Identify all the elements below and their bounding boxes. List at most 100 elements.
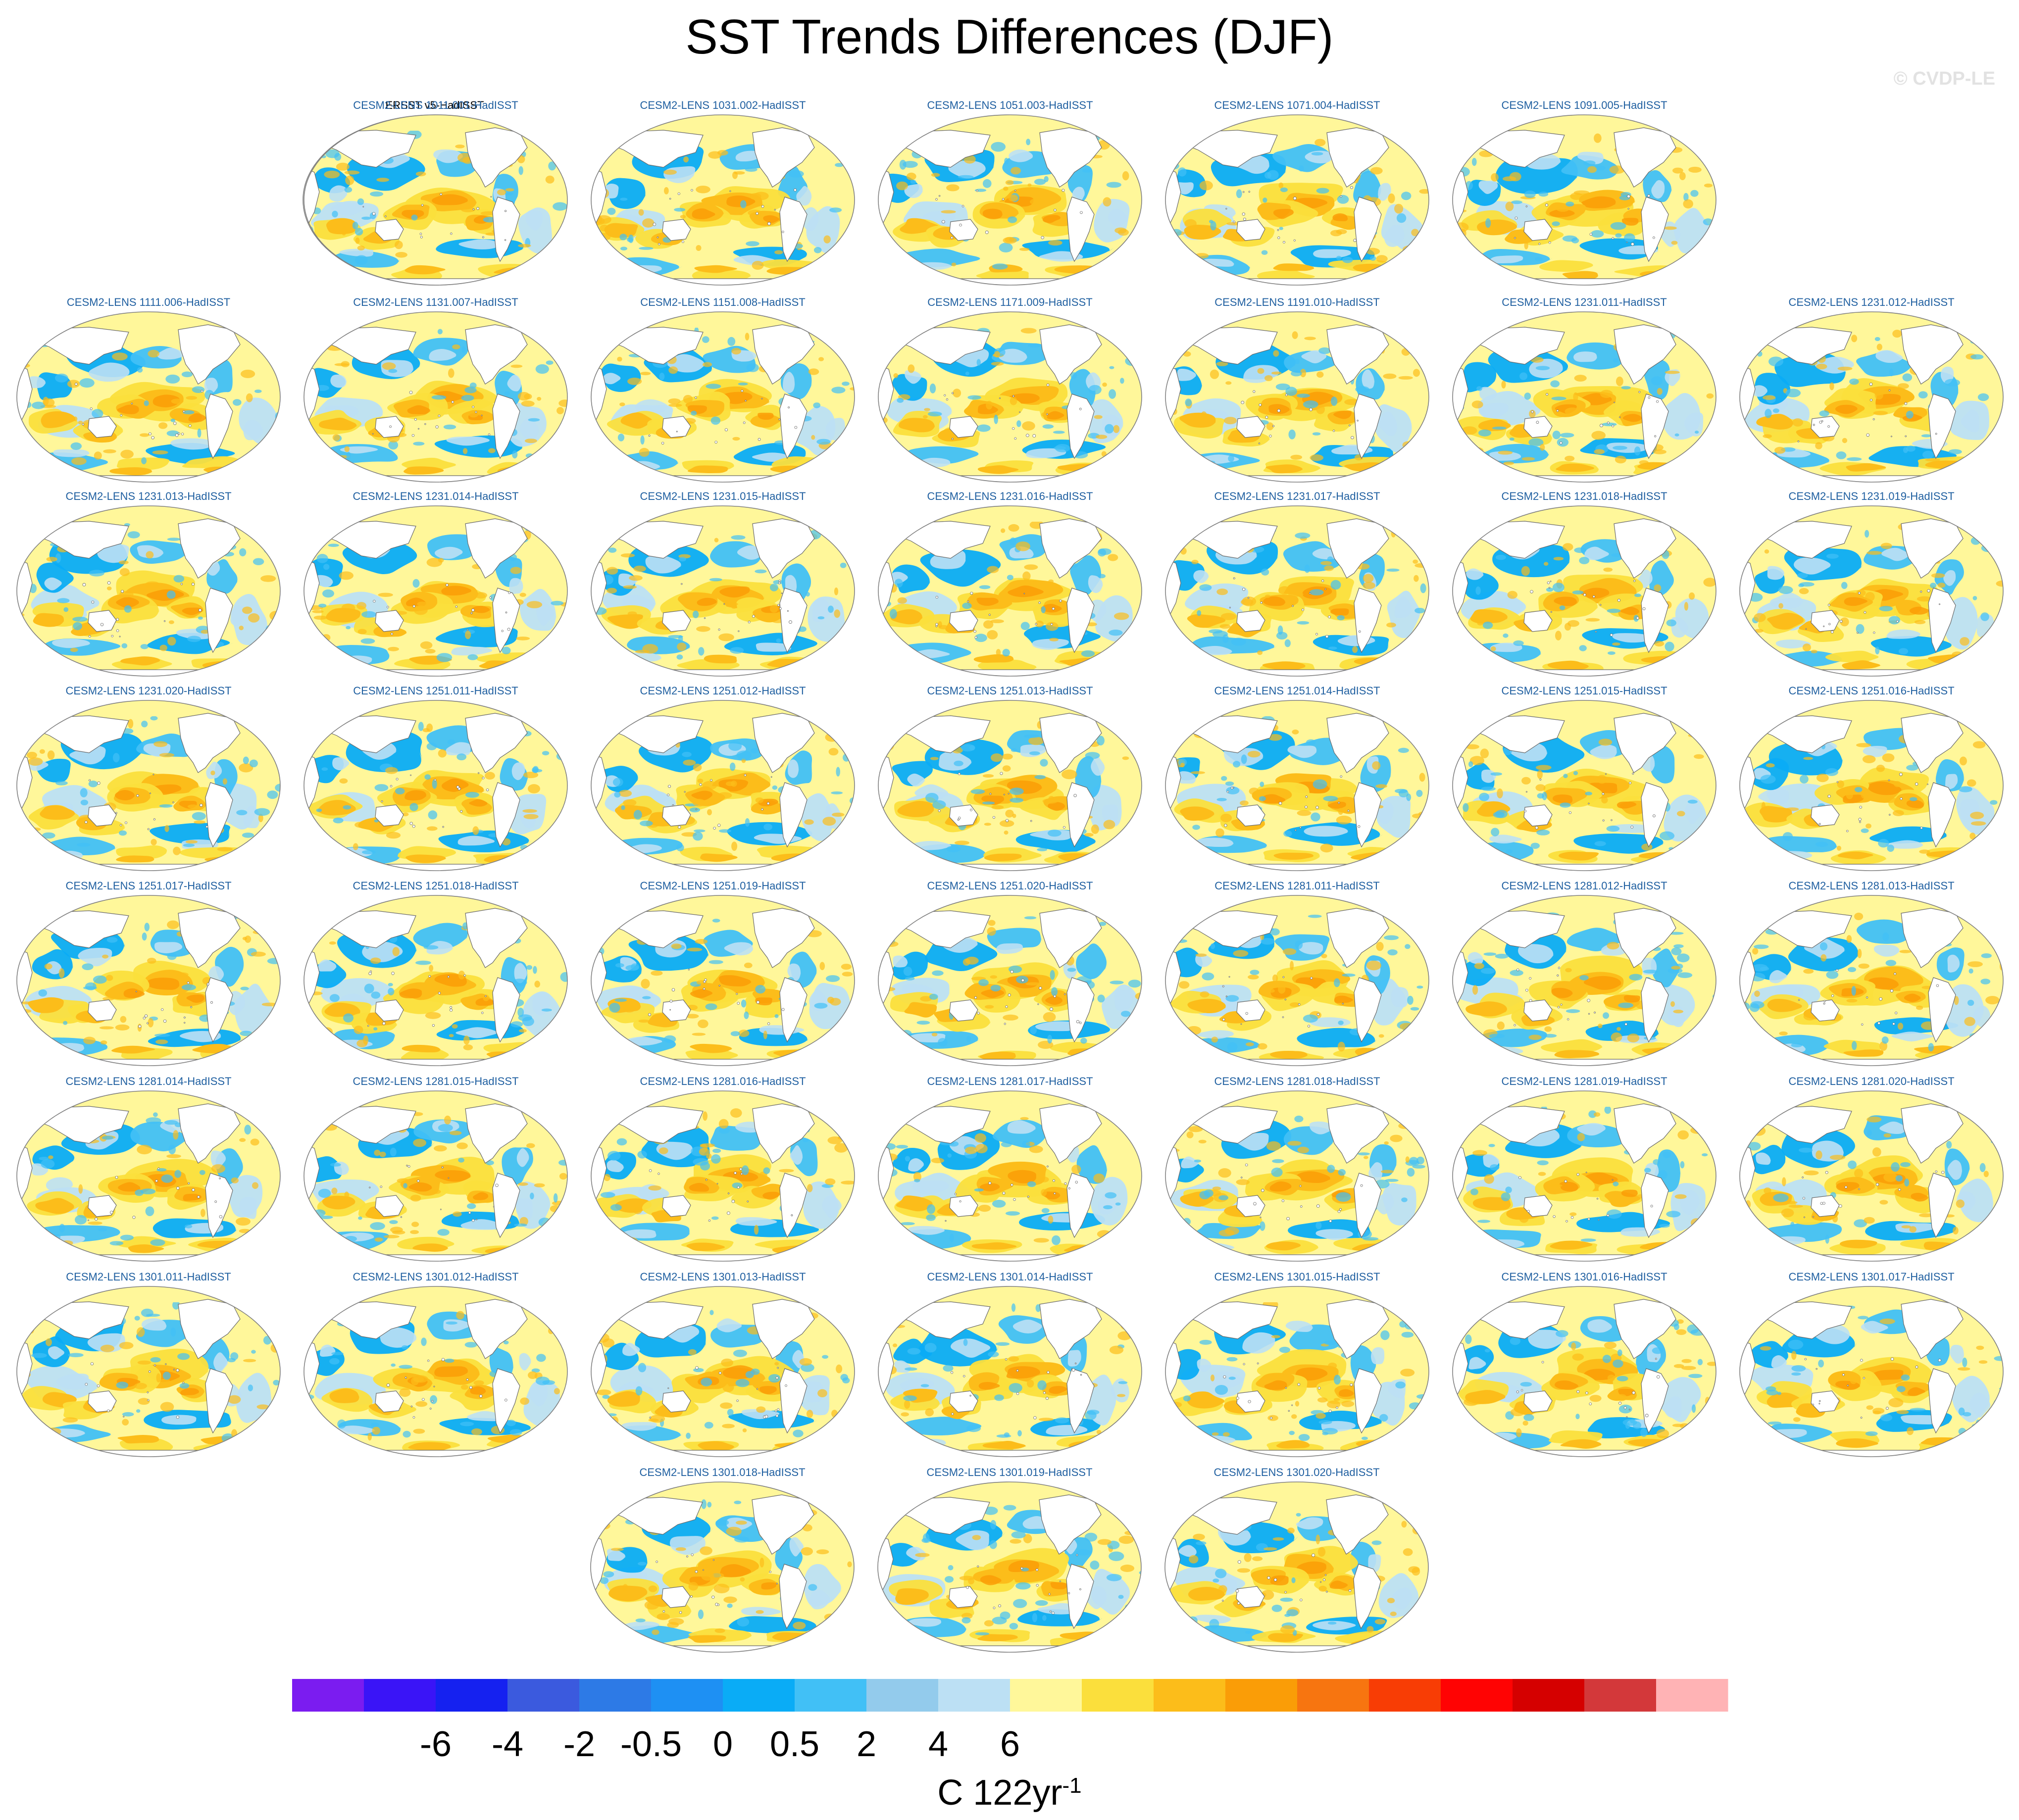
map-panel: CESM2-LENS 1231.017-HadISST — [1159, 490, 1436, 683]
map-panel: CESM2-LENS 1301.020-HadISST — [1158, 1466, 1435, 1659]
panel-label: CESM2-LENS 1281.015-HadISST — [353, 1075, 519, 1087]
panel-map — [1739, 1090, 2004, 1262]
panel-map — [591, 700, 855, 871]
panel-label: CESM2-LENS 1281.016-HadISST — [640, 1075, 806, 1087]
panel-label: CESM2-LENS 1251.019-HadISST — [640, 880, 806, 892]
panel-map — [1452, 1286, 1716, 1457]
panel-label: CESM2-LENS 1251.020-HadISST — [927, 880, 1093, 892]
panel-map — [16, 895, 281, 1066]
map-panel: CESM2-LENS 1231.018-HadISST — [1446, 490, 1723, 683]
map-panel: CESM2-LENS 1301.017-HadISST — [1733, 1271, 2010, 1464]
panel-label: CESM2-LENS 1231.015-HadISST — [640, 490, 806, 502]
map-panel: CESM2-LENS 1281.014-HadISST — [10, 1075, 287, 1268]
map-panel: CESM2-LENS 1251.011-HadISST — [297, 685, 574, 878]
map-panel: CESM2-LENS 1281.017-HadISST — [871, 1075, 1149, 1268]
page-title: SST Trends Differences (DJF) — [685, 9, 1334, 64]
map-panel: CESM2-LENS 1231.014-HadISST — [297, 490, 574, 683]
panel-map — [303, 895, 568, 1066]
panel-label: ERSST v5-HadISST — [385, 99, 484, 111]
panel-map — [591, 895, 855, 1066]
panel-label: CESM2-LENS 1231.017-HadISST — [1214, 490, 1380, 502]
panel-label: CESM2-LENS 1251.011-HadISST — [353, 685, 518, 697]
map-panel: CESM2-LENS 1051.003-HadISST — [871, 99, 1149, 292]
panel-label: CESM2-LENS 1091.005-HadISST — [1501, 99, 1667, 111]
panel-label: CESM2-LENS 1251.014-HadISST — [1214, 685, 1380, 697]
panel-label: CESM2-LENS 1231.020-HadISST — [65, 685, 232, 697]
panel-map — [878, 895, 1142, 1066]
panel-label: CESM2-LENS 1251.012-HadISST — [640, 685, 806, 697]
panel-map — [878, 700, 1142, 871]
panel-map — [1164, 1481, 1429, 1653]
panel-map — [1165, 700, 1429, 871]
panel-map — [1165, 114, 1429, 286]
map-panel: CESM2-LENS 1281.013-HadISST — [1733, 880, 2010, 1073]
panel-map — [1165, 505, 1429, 677]
map-panel: CESM2-LENS 1301.018-HadISST — [584, 1466, 861, 1659]
panel-label: CESM2-LENS 1301.014-HadISST — [927, 1271, 1093, 1283]
map-panel: CESM2-LENS 1231.015-HadISST — [584, 490, 861, 683]
map-panel: CESM2-LENS 1171.009-HadISST — [871, 296, 1149, 489]
panel-map — [303, 1286, 568, 1457]
panel-map — [1452, 114, 1716, 286]
map-panel: CESM2-LENS 1251.016-HadISST — [1733, 685, 2010, 878]
panel-label: CESM2-LENS 1231.012-HadISST — [1788, 296, 1955, 308]
panel-label: CESM2-LENS 1281.019-HadISST — [1501, 1075, 1667, 1087]
panel-map — [877, 1481, 1142, 1653]
panel-map — [16, 1286, 281, 1457]
panel-map — [878, 1090, 1142, 1262]
map-panel: CESM2-LENS 1251.017-HadISST — [10, 880, 287, 1073]
panel-label: CESM2-LENS 1281.014-HadISST — [65, 1075, 232, 1087]
map-panel: CESM2-LENS 1071.004-HadISST — [1159, 99, 1436, 292]
map-panel: CESM2-LENS 1281.020-HadISST — [1733, 1075, 2010, 1268]
panel-label: CESM2-LENS 1281.012-HadISST — [1501, 880, 1667, 892]
panel-label: CESM2-LENS 1301.018-HadISST — [639, 1466, 806, 1478]
panel-label: CESM2-LENS 1231.014-HadISST — [353, 490, 519, 502]
panel-map — [1165, 1286, 1429, 1457]
panel-map — [303, 114, 568, 286]
panel-label: CESM2-LENS 1231.019-HadISST — [1788, 490, 1955, 502]
panel-label: CESM2-LENS 1051.003-HadISST — [927, 99, 1093, 111]
panel-map — [591, 505, 855, 677]
map-panel: CESM2-LENS 1301.013-HadISST — [584, 1271, 861, 1464]
map-panel: CESM2-LENS 1031.002-HadISST — [584, 99, 861, 292]
map-panel: CESM2-LENS 1281.012-HadISST — [1446, 880, 1723, 1073]
panel-label: CESM2-LENS 1171.009-HadISST — [927, 296, 1093, 308]
map-panel: CESM2-LENS 1301.016-HadISST — [1446, 1271, 1723, 1464]
panel-map — [1165, 895, 1429, 1066]
panel-label: CESM2-LENS 1301.015-HadISST — [1214, 1271, 1380, 1283]
panel-label: CESM2-LENS 1231.018-HadISST — [1501, 490, 1667, 502]
panel-label: CESM2-LENS 1301.020-HadISST — [1213, 1466, 1380, 1478]
map-panel: CESM2-LENS 1231.020-HadISST — [10, 685, 287, 878]
map-panel: CESM2-LENS 1301.011-HadISST — [10, 1271, 287, 1464]
panel-label: CESM2-LENS 1301.016-HadISST — [1501, 1271, 1667, 1283]
map-panel: CESM2-LENS 1231.011-HadISST — [1446, 296, 1723, 489]
map-panel: CESM2-LENS 1231.012-HadISST — [1733, 296, 2010, 489]
map-panel: CESM2-LENS 1191.010-HadISST — [1159, 296, 1436, 489]
panel-map — [590, 1481, 855, 1653]
panel-label: CESM2-LENS 1231.016-HadISST — [927, 490, 1093, 502]
map-panel: CESM2-LENS 1301.014-HadISST — [871, 1271, 1149, 1464]
panel-map — [591, 1090, 855, 1262]
map-panel: CESM2-LENS 1231.019-HadISST — [1733, 490, 2010, 683]
panel-label: CESM2-LENS 1301.019-HadISST — [926, 1466, 1093, 1478]
map-panel: CESM2-LENS 1251.015-HadISST — [1446, 685, 1723, 878]
panel-map — [1739, 311, 2004, 483]
panel-map — [878, 114, 1142, 286]
map-panel: CESM2-LENS 1251.012-HadISST — [584, 685, 861, 878]
panel-map — [1739, 700, 2004, 871]
panel-label: CESM2-LENS 1281.011-HadISST — [1214, 880, 1380, 892]
map-panel: CESM2-LENS 1251.013-HadISST — [871, 685, 1149, 878]
panel-map — [591, 114, 855, 286]
panel-label: CESM2-LENS 1151.008-HadISST — [640, 296, 806, 308]
map-panel: CESM2-LENS 1231.016-HadISST — [871, 490, 1149, 683]
map-panel: CESM2-LENS 1111.006-HadISST — [10, 296, 287, 489]
panel-label: CESM2-LENS 1281.017-HadISST — [927, 1075, 1093, 1087]
map-panel: CESM2-LENS 1091.005-HadISST — [1446, 99, 1723, 292]
panel-label: CESM2-LENS 1071.004-HadISST — [1214, 99, 1380, 111]
panel-label: CESM2-LENS 1231.013-HadISST — [65, 490, 232, 502]
panel-map — [591, 1286, 855, 1457]
panel-map — [591, 311, 855, 483]
panel-map — [16, 700, 281, 871]
panel-label: CESM2-LENS 1191.010-HadISST — [1214, 296, 1380, 308]
panel-map — [1452, 700, 1716, 871]
